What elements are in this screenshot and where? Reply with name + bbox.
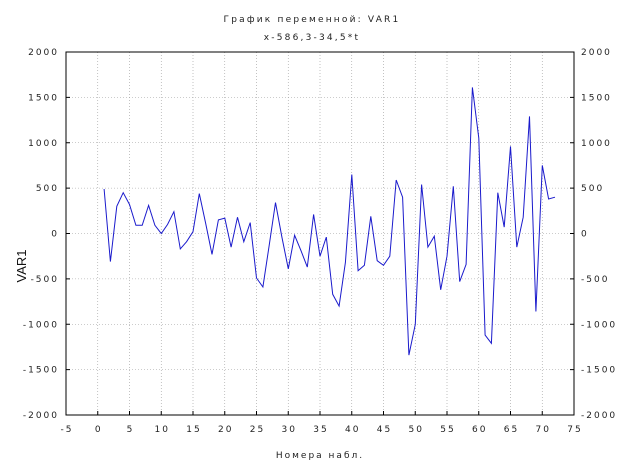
y-tick-label-right: 0 — [581, 230, 589, 240]
y-tick-label-right: -1500 — [581, 366, 617, 376]
x-tick-label: 15 — [186, 425, 201, 435]
y-tick-label: -1000 — [23, 320, 59, 330]
x-tick-label: 40 — [345, 425, 360, 435]
x-tick-label: -5 — [61, 425, 74, 435]
tick-marks — [65, 51, 575, 416]
y-tick-label: 2000 — [28, 48, 59, 58]
y-tick-label-right: -500 — [581, 275, 609, 285]
x-tick-label: 10 — [155, 425, 170, 435]
y-tick-label-right: 1000 — [581, 139, 612, 149]
y-tick-label: 1000 — [28, 139, 59, 149]
grid-lines — [66, 52, 574, 415]
x-tick-label: 25 — [250, 425, 265, 435]
chart-subtitle: x-586,3-34,5*t — [264, 33, 360, 43]
y-tick-label-right: -2000 — [581, 411, 617, 421]
y-tick-label-right: -1000 — [581, 320, 617, 330]
x-tick-label: 70 — [536, 425, 551, 435]
series-line — [103, 87, 556, 356]
y-tick-label: 500 — [36, 184, 59, 194]
y-tick-labels-left: -2000 -1500 -1000 -500 0 500 1000 1500 2000 — [23, 48, 59, 421]
x-tick-label: 20 — [218, 425, 233, 435]
y-tick-label-right: 500 — [581, 184, 604, 194]
x-tick-label: 0 — [95, 425, 103, 435]
y-tick-label: -1500 — [23, 366, 59, 376]
y-axis-label: VAR1 — [14, 250, 29, 283]
x-tick-label: 5 — [127, 425, 135, 435]
x-tick-label: 45 — [377, 425, 392, 435]
x-tick-labels: -5 0 5 10 15 20 25 30 35 40 45 50 55 60 65 70 75 — [61, 425, 582, 435]
y-tick-labels-right: -2000 -1500 -1000 -500 0 500 1000 1500 2000 — [581, 48, 617, 421]
y-tick-label: -2000 — [23, 411, 59, 421]
y-tick-label: 1500 — [28, 93, 59, 103]
x-tick-label: 75 — [567, 425, 582, 435]
x-tick-label: 30 — [282, 425, 297, 435]
x-tick-label: 60 — [472, 425, 487, 435]
x-tick-label: 65 — [504, 425, 519, 435]
y-tick-label-right: 1500 — [581, 93, 612, 103]
y-tick-label-right: 2000 — [581, 48, 612, 58]
y-tick-label: -500 — [31, 275, 59, 285]
chart-title: График переменной: VAR1 — [224, 15, 401, 25]
y-tick-label: 0 — [51, 230, 59, 240]
x-tick-label: 50 — [409, 425, 424, 435]
x-axis-label: Номера набл. — [276, 451, 364, 461]
x-tick-label: 55 — [440, 425, 455, 435]
x-tick-label: 35 — [313, 425, 328, 435]
